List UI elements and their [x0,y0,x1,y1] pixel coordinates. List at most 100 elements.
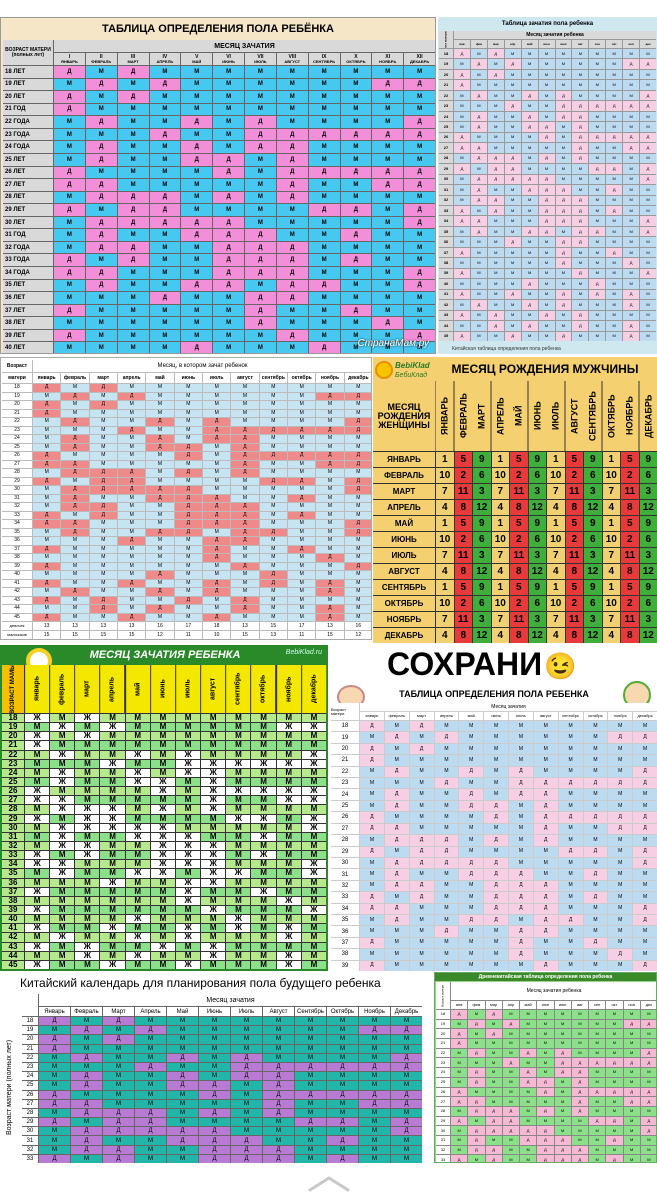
result-month-cell: 7 [436,484,454,499]
result-month-cell: 4 [436,500,454,515]
table-cell: Д [509,949,533,960]
table-cell: М [583,914,608,926]
table-cell: Д [174,494,202,502]
table-cell: М [391,1017,422,1026]
table-cell: М [276,204,308,216]
table-cell: М [468,1058,485,1068]
table-cell: М [39,1136,70,1145]
table-cell: М [555,143,572,153]
table-cell: М [181,103,213,116]
table-cell: М [520,1010,537,1019]
age-label: 23 ГОДА [3,128,53,141]
table-cell: М [608,869,633,880]
scroll-up-button[interactable] [306,1172,352,1194]
table-cell: Д [623,132,640,143]
table-cell: М [606,1048,623,1058]
result-month-cell: 3 [473,612,491,627]
table-cell: М [589,153,606,164]
table-cell: М [146,401,174,409]
table-cell: М [571,1048,588,1058]
table-cell: М [149,329,181,342]
boys-count: 15 [89,631,117,639]
month-header-cell: март [409,712,434,720]
table-cell: М [259,554,287,562]
table-cell: М [327,1026,358,1035]
table-cell: М [288,409,316,417]
table-cell: Ж [125,869,150,878]
table-cell: Д [372,317,404,329]
month-header-cell: июнь [150,665,175,713]
table-cell: Д [61,528,89,536]
table-cell: Ж [50,778,75,787]
table-cell: М [589,185,606,195]
table-5-site: BebiKlad.ru [285,649,322,656]
table-cell: Д [571,1155,588,1162]
table-cell: М [61,426,89,434]
table-cell: Д [33,511,61,519]
table-cell: М [372,191,404,204]
table-cell: М [149,153,181,166]
table-cell: М [468,1029,485,1039]
table-cell: М [259,503,287,511]
table-cell: М [359,1136,390,1145]
table-cell: Д [85,191,117,204]
table-cell: М [181,292,213,304]
age-label: 30 ЛЕТ [3,216,53,229]
table-cell: Д [538,310,555,321]
table-cell: Д [203,613,231,621]
result-month-cell: 1 [602,452,620,467]
month-header-cell: сен [589,40,606,48]
result-month-cell: 8 [510,500,528,515]
age-label: 34 ГОДА [3,267,53,279]
table-cell: М [245,216,276,229]
table-cell: М [308,329,340,342]
table-cell: М [150,796,175,805]
table-cell: М [533,732,558,743]
table-cell: Д [537,1155,554,1162]
month-header-cell: май [459,712,484,720]
table-cell: М [213,116,244,128]
table-cell: М [117,153,149,166]
table-cell: М [340,153,372,166]
table-cell: Д [633,778,657,789]
table-cell: М [149,166,181,179]
month-header-cell: январь [360,712,384,720]
table-cell: М [485,1068,502,1077]
table-cell: М [149,229,181,241]
table-cell: М [149,241,181,254]
table-cell: М [572,59,589,69]
table-cell: М [484,937,508,949]
table-cell: М [231,409,259,417]
table-cell: М [391,1108,422,1118]
table-cell: М [276,823,301,832]
table-cell: М [521,268,538,279]
table-cell: М [344,435,371,443]
table-cell: Ж [175,842,201,851]
table-cell: М [251,933,276,942]
age-label: 33 [331,892,359,903]
table-cell: М [459,903,484,914]
table-cell: М [89,562,117,570]
table-cell: Д [555,90,572,101]
table-cell: Д [181,216,213,229]
table-cell: М [301,878,326,887]
table-cell: М [39,1026,70,1035]
table-cell: М [89,452,117,460]
age-label: 34 [2,860,24,869]
table-cell: М [213,103,244,116]
table-cell: М [316,418,344,426]
table-cell: Ж [175,933,201,942]
table-cell: М [340,179,372,191]
table-cell: М [372,91,404,103]
table-cell: М [231,384,259,392]
table-cell: М [537,1116,554,1126]
table-cell: М [451,1077,468,1087]
table-cell: М [606,174,623,185]
table-cell: Д [360,903,384,914]
table-cell: М [623,174,640,185]
table-cell: М [308,153,340,166]
month-header-cell: III МАРТ [117,53,149,65]
table-cell: М [89,571,117,579]
table-cell: Ж [175,851,201,860]
table-cell: М [521,310,538,321]
